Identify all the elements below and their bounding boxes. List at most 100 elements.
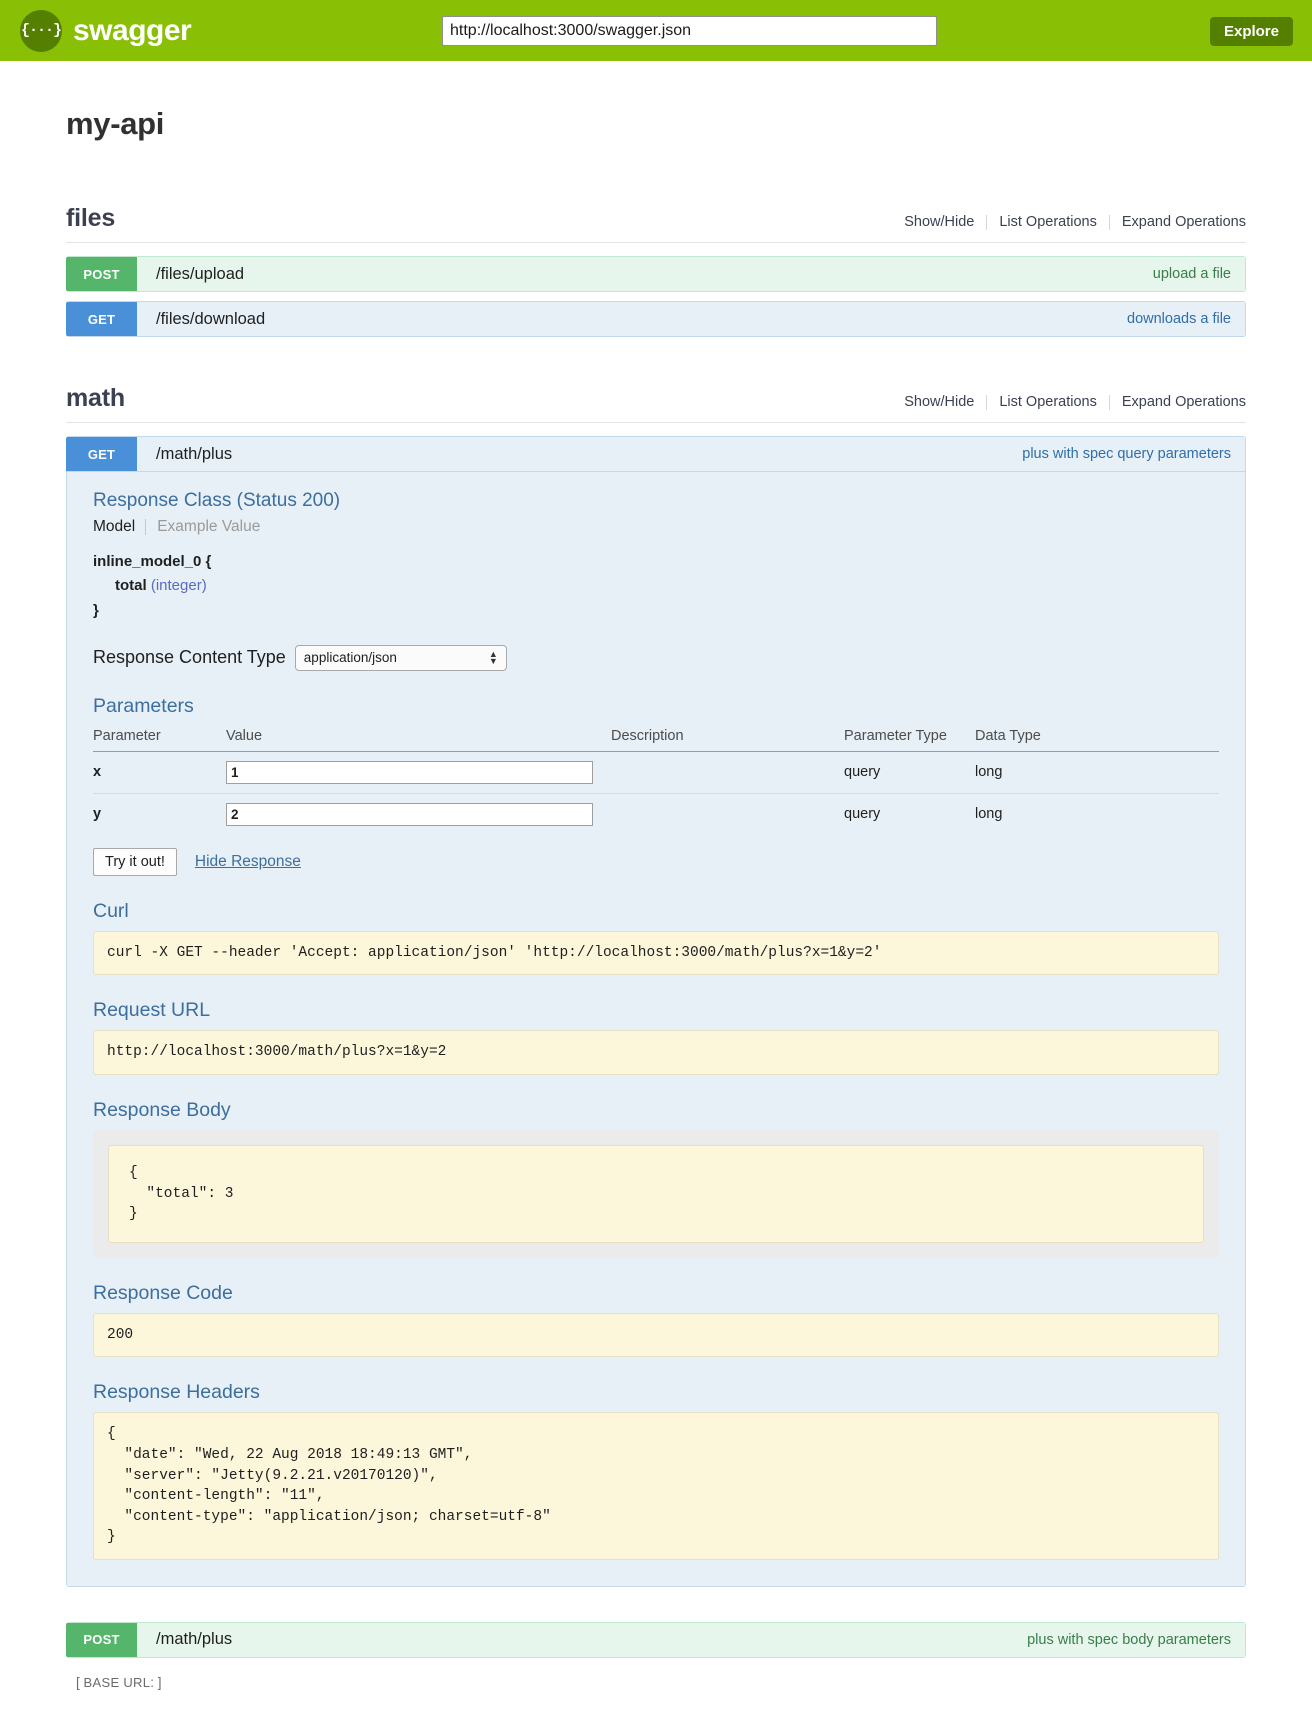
operation-path: /files/upload — [156, 264, 245, 283]
response-content-type-select[interactable]: application/json ▲ ▼ — [294, 644, 507, 671]
param-description-y — [611, 793, 844, 835]
resource-name-files: files — [66, 204, 116, 232]
explore-button[interactable]: Explore — [1209, 17, 1293, 46]
operation-actions: Try it out! Hide Response — [93, 847, 1219, 876]
col-header-description: Description — [611, 725, 844, 752]
operation-details-panel: Response Class (Status 200) Model Exampl… — [66, 472, 1246, 1587]
param-data-type-x: long — [975, 751, 1219, 794]
model-close-line: } — [93, 601, 99, 619]
parameters-table: Parameter Value Description Parameter Ty… — [93, 725, 1219, 835]
curl-command-block: curl -X GET --header 'Accept: applicatio… — [93, 930, 1219, 976]
model-open-line: inline_model_0 { — [93, 553, 212, 570]
method-badge-post: POST — [66, 1622, 137, 1657]
param-input-y[interactable] — [226, 802, 593, 826]
param-data-type-y: long — [975, 806, 1003, 823]
show-hide-link-math[interactable]: Show/Hide — [904, 394, 975, 410]
swagger-logo-icon: {···} — [20, 9, 62, 52]
param-description-x — [611, 751, 844, 794]
brand-name: swagger — [73, 13, 192, 47]
operation-path: /files/download — [156, 309, 266, 328]
base-url-value: : ] — [150, 1674, 162, 1690]
resource-name-math: math — [66, 384, 125, 412]
resource-spacer — [66, 346, 1246, 384]
method-badge-post: POST — [66, 257, 137, 291]
operation-summary[interactable]: plus with spec body parameters — [1027, 1631, 1231, 1648]
operation-header[interactable]: POST /math/plus plus with spec body para… — [66, 1621, 1246, 1658]
request-url-title: Request URL — [93, 999, 211, 1022]
operation-summary[interactable]: upload a file — [1152, 266, 1231, 282]
param-type-x: query — [844, 751, 975, 794]
chevron-updown-icon: ▲ ▼ — [488, 648, 498, 666]
operation-header[interactable]: GET /math/plus plus with spec query para… — [66, 436, 1246, 472]
base-url-footer: [ BASE URL: ] — [66, 1667, 1246, 1704]
operation-header[interactable]: GET /files/download downloads a file — [66, 301, 1246, 337]
response-code-title: Response Code — [93, 1281, 233, 1304]
param-name-x: x — [93, 751, 226, 794]
top-header-bar: {···} swagger Explore — [0, 0, 1312, 61]
method-badge-get: GET — [66, 302, 137, 336]
response-body-title: Response Body — [93, 1099, 231, 1122]
response-body-block: { "total": 3 } — [108, 1145, 1204, 1243]
expand-operations-link-files[interactable]: Expand Operations — [1121, 214, 1246, 230]
option-divider — [1108, 214, 1110, 230]
param-type-y: query — [844, 806, 881, 823]
show-hide-link-files[interactable]: Show/Hide — [904, 214, 975, 230]
response-class-title: Response Class (Status 200) — [93, 490, 341, 511]
expand-operations-link-math[interactable]: Expand Operations — [1121, 394, 1246, 410]
list-operations-link-math[interactable]: List Operations — [999, 394, 1097, 410]
hide-response-link[interactable]: Hide Response — [194, 852, 301, 870]
response-body-wrapper: { "total": 3 } — [93, 1130, 1219, 1258]
option-divider — [1108, 394, 1110, 410]
operation-summary[interactable]: downloads a file — [1127, 311, 1231, 327]
curl-title: Curl — [93, 899, 129, 922]
table-row: y query long — [93, 793, 1219, 835]
response-content-type-value: application/json — [303, 650, 397, 666]
operation-get-files-download[interactable]: GET /files/download downloads a file — [66, 301, 1246, 337]
response-model-signature: inline_model_0 { total (integer) } — [93, 550, 1219, 623]
col-header-parameter-type: Parameter Type — [844, 725, 975, 752]
table-row: x query long — [93, 751, 1219, 794]
param-name-y: y — [93, 806, 102, 823]
swagger-brand: {···} swagger — [20, 9, 192, 52]
page-body: my-api files Show/Hide List Operations E… — [66, 61, 1246, 1704]
resource-options-files: Show/Hide List Operations Expand Operati… — [892, 214, 1246, 230]
option-divider — [986, 394, 988, 410]
model-property-type: (integer) — [150, 577, 207, 595]
resource-header-math: math Show/Hide List Operations Expand Op… — [66, 384, 1246, 423]
response-headers-title: Response Headers — [93, 1381, 260, 1404]
operation-header[interactable]: POST /files/upload upload a file — [66, 256, 1246, 292]
operation-summary[interactable]: plus with spec query parameters — [1022, 446, 1231, 462]
parameters-header-row: Parameter Value Description Parameter Ty… — [93, 725, 1219, 752]
resource-options-math: Show/Hide List Operations Expand Operati… — [892, 394, 1246, 410]
model-property-line: total (integer) — [93, 574, 1219, 598]
method-badge-get: GET — [66, 437, 137, 471]
response-code-block: 200 — [93, 1312, 1219, 1358]
operation-path: /math/plus — [156, 444, 233, 463]
tab-divider — [145, 519, 147, 535]
operation-post-math-plus[interactable]: POST /math/plus plus with spec body para… — [66, 1621, 1246, 1658]
model-property-name: total — [115, 577, 147, 595]
tab-example-value[interactable]: Example Value — [157, 518, 261, 535]
operation-path: /math/plus — [156, 1630, 233, 1649]
list-operations-link-files[interactable]: List Operations — [999, 214, 1097, 230]
col-header-value: Value — [226, 725, 611, 752]
response-content-type-label: Response Content Type — [93, 647, 286, 668]
request-url-block: http://localhost:3000/math/plus?x=1&y=2 — [93, 1030, 1219, 1076]
resource-header-files: files Show/Hide List Operations Expand O… — [66, 204, 1246, 243]
spec-url-input[interactable] — [442, 16, 937, 46]
param-value-cell-y — [226, 793, 611, 835]
base-url-bracket-open: [ — [76, 1674, 80, 1690]
try-it-out-button[interactable]: Try it out! — [93, 847, 177, 876]
operation-post-files-upload[interactable]: POST /files/upload upload a file — [66, 256, 1246, 292]
base-url-label: BASE URL — [83, 1674, 151, 1690]
tab-model[interactable]: Model — [93, 518, 136, 535]
col-header-data-type: Data Type — [975, 725, 1219, 752]
param-input-x[interactable] — [226, 760, 593, 784]
parameters-title: Parameters — [93, 694, 194, 717]
operation-spacer — [66, 1596, 1246, 1622]
option-divider — [986, 214, 988, 230]
col-header-parameter: Parameter — [93, 725, 226, 752]
response-headers-block: { "date": "Wed, 22 Aug 2018 18:49:13 GMT… — [93, 1412, 1219, 1560]
model-example-tabs: Model Example Value — [93, 518, 1219, 536]
operation-get-math-plus[interactable]: GET /math/plus plus with spec query para… — [66, 436, 1246, 1587]
